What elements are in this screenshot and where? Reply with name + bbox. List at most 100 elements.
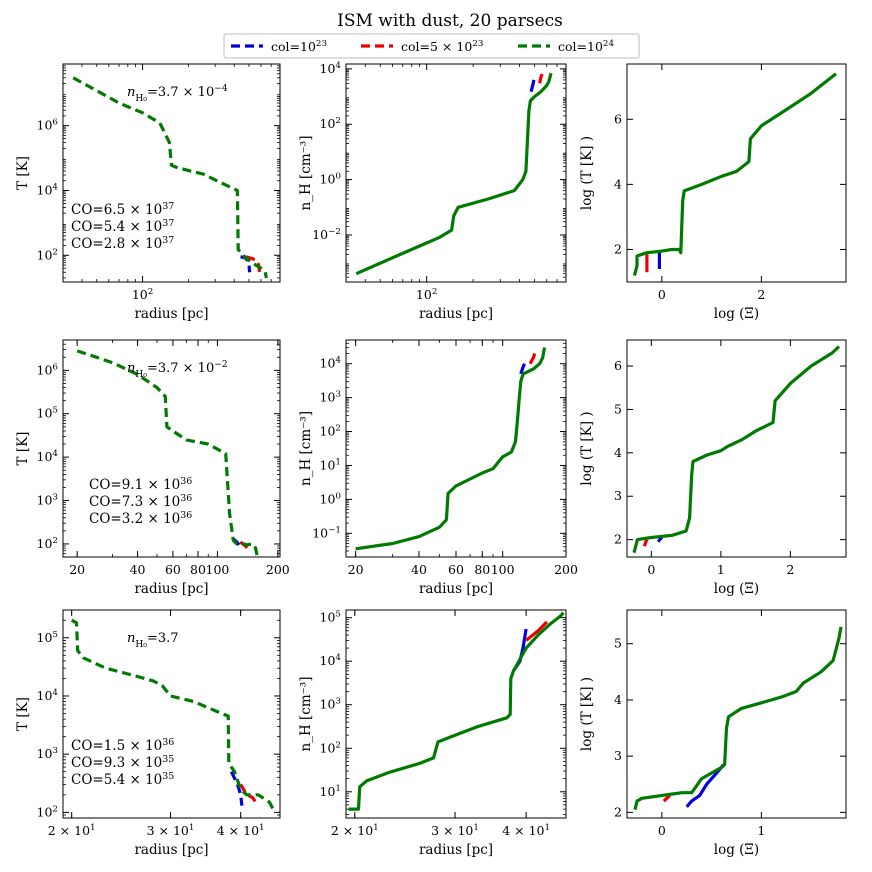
series-line	[355, 347, 547, 551]
x-tick-label: 0	[658, 287, 666, 302]
y-tick-label: 2	[614, 532, 622, 547]
x-tick-label: 100	[206, 562, 230, 577]
y-axis-label: log (T [K] )	[579, 677, 595, 751]
y-tick-label: 104	[320, 653, 342, 668]
y-tick-label: 105	[37, 630, 58, 645]
plot-frame	[626, 609, 847, 819]
x-tick-label: 40	[130, 562, 146, 577]
co-label: CO=5.4 × 1037	[71, 218, 174, 236]
x-tick-label: 3 × 101	[147, 823, 195, 838]
legend: col=1023 col=5 × 1023 col=1024	[223, 33, 640, 59]
y-axis-label: T [K]	[15, 432, 31, 466]
legend-label: col=1024	[558, 39, 614, 54]
x-tick-label: 60	[448, 562, 464, 577]
x-axis-label: radius [pc]	[134, 842, 208, 858]
y-tick-label: 106	[37, 118, 59, 133]
y-tick-label: 103	[37, 746, 58, 761]
panel-r1-c2: 0 1 2 2 3 4 5 6 log (Ξ) log (T [K] )	[579, 339, 847, 597]
y-tick-label: 105	[37, 406, 58, 421]
legend-label: col=5 × 1023	[401, 39, 483, 54]
y-axis-label: n_H [cm⁻³]	[298, 411, 314, 486]
y-tick-label: 2	[614, 804, 622, 819]
x-tick-label: 102	[132, 287, 153, 302]
series-line	[72, 76, 268, 279]
panel-r0-c0: 102 102 104 106 radius [pc] T [K] nH₀=3.7 × 10…	[15, 63, 281, 322]
x-tick-label: 2 × 101	[48, 823, 96, 838]
x-tick-label: 20	[348, 562, 364, 577]
y-axis-label: T [K]	[15, 156, 31, 190]
plot-frame	[626, 63, 847, 283]
co-label: CO=9.3 × 1035	[71, 754, 174, 772]
co-label: CO=7.3 × 1036	[89, 493, 192, 511]
panel-r2-c1: 2 × 101 3 × 101 4 × 101 101 102 103 104 105 radi…	[298, 609, 567, 858]
co-label: CO=5.4 × 1035	[71, 771, 174, 789]
y-tick-label: 105	[320, 610, 341, 625]
x-tick-label: 3 × 101	[431, 823, 479, 838]
x-axis-label: radius [pc]	[134, 306, 208, 322]
panel-r0-c1: 102 10−2 100 102 104 radius [pc] n_H [cm⁻³]	[298, 61, 567, 322]
y-tick-label: 102	[320, 116, 341, 131]
plot-frame	[345, 339, 567, 558]
y-tick-label: 102	[320, 424, 341, 439]
y-tick-label: 5	[614, 401, 622, 416]
panel-r1-c1: 20 40 60 80 100 20010−1100101102103104radius …	[298, 339, 578, 597]
y-tick-label: 104	[320, 61, 342, 76]
y-axis-label: n_H [cm⁻³]	[298, 677, 314, 752]
x-tick-label: 4 × 101	[502, 823, 550, 838]
y-tick-label: 102	[37, 804, 58, 819]
y-tick-label: 104	[37, 182, 59, 197]
x-tick-label: 80	[474, 562, 490, 577]
co-label: CO=3.2 × 1036	[89, 510, 192, 528]
x-tick-label: 40	[411, 562, 427, 577]
series-line	[519, 363, 526, 375]
series-line	[525, 620, 549, 642]
series-line	[76, 349, 259, 558]
figure-title: ISM with dust, 20 parsecs	[337, 11, 563, 31]
y-tick-label: 5	[614, 636, 622, 651]
y-tick-label: 104	[37, 449, 59, 464]
plot-frame	[62, 339, 281, 558]
plot-frame	[62, 63, 281, 283]
x-axis-label: radius [pc]	[419, 306, 493, 322]
co-label: CO=6.5 × 1037	[71, 201, 174, 219]
y-tick-label: 3	[614, 748, 622, 763]
x-axis-label: log (Ξ)	[714, 306, 759, 322]
y-tick-label: 4	[614, 176, 622, 191]
y-tick-label: 101	[320, 457, 341, 472]
y-tick-label: 103	[37, 493, 58, 508]
y-axis-label: n_H [cm⁻³]	[298, 136, 314, 211]
legend-label: col=1023	[271, 39, 327, 54]
x-tick-label: 4 × 101	[217, 823, 265, 838]
series-line	[538, 73, 544, 84]
y-tick-label: 102	[37, 247, 58, 262]
x-axis-label: log (Ξ)	[714, 842, 759, 858]
x-tick-label: 1	[757, 823, 765, 838]
y-tick-label: 2	[614, 241, 622, 256]
panel-r2-c2: 0 1 2 3 4 5 log (Ξ) log (T [K] )	[579, 609, 847, 858]
y-tick-label: 4	[614, 692, 622, 707]
series-line	[348, 611, 565, 811]
density-annotation: nH₀=3.7 × 10−2	[127, 360, 228, 380]
x-tick-label: 2 × 101	[331, 823, 379, 838]
panel-r1-c0: 20 40 60 80 100 200 102 103 104 105 106 radius [pc]…	[15, 339, 290, 597]
y-tick-label: 106	[37, 362, 59, 377]
x-axis-label: radius [pc]	[419, 842, 493, 858]
y-tick-label: 101	[320, 784, 341, 799]
co-label: CO=9.1 × 1036	[89, 476, 192, 494]
y-axis-label: T [K]	[15, 697, 31, 731]
x-tick-label: 20	[69, 562, 85, 577]
series-line	[632, 72, 837, 276]
density-annotation: nH₀=3.7	[127, 631, 179, 650]
x-tick-label: 102	[416, 287, 437, 302]
series-line	[632, 345, 841, 554]
series-line	[662, 794, 671, 803]
x-tick-label: 0	[647, 562, 655, 577]
y-tick-label: 6	[614, 111, 622, 126]
series-line	[529, 79, 536, 93]
y-tick-label: 104	[320, 356, 342, 371]
y-tick-label: 104	[37, 688, 59, 703]
y-axis-label: log (T [K] )	[579, 136, 595, 210]
plot-frame	[626, 339, 847, 558]
y-tick-label: 103	[320, 390, 341, 405]
